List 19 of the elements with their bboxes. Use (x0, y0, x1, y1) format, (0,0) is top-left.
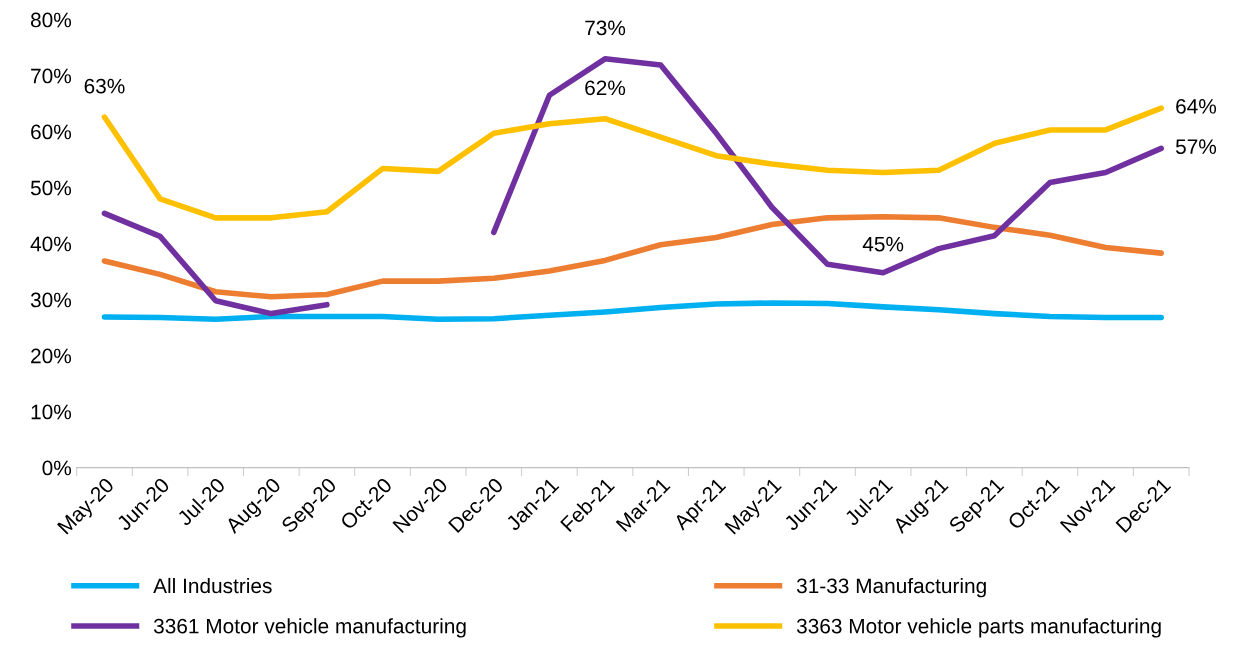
annotation: 45% (862, 236, 904, 252)
y-tick-label: 0% (42, 460, 72, 476)
y-tick-label: 40% (30, 236, 72, 252)
annotation: 64% (1176, 98, 1217, 114)
annotation: 62% (585, 80, 626, 96)
y-tick-label: 70% (31, 68, 72, 84)
legend-label: All Industries (153, 577, 272, 594)
y-tick-label: 60% (31, 124, 72, 140)
annotation: 57% (1175, 139, 1217, 155)
y-tick-label: 20% (31, 348, 72, 364)
legend-label: 3361 Motor vehicle manufacturing (153, 618, 466, 638)
legend-label: 31-33 Manufacturing (796, 577, 986, 598)
y-tick-label: 80% (30, 12, 72, 28)
y-tick-label: 10% (31, 404, 72, 420)
annotation: 73% (585, 20, 626, 36)
y-tick-label: 50% (30, 180, 72, 196)
annotation: 63% (84, 78, 125, 94)
legend-label: 3363 Motor vehicle parts manufacturing (796, 618, 1161, 638)
y-tick-label: 30% (30, 292, 72, 308)
